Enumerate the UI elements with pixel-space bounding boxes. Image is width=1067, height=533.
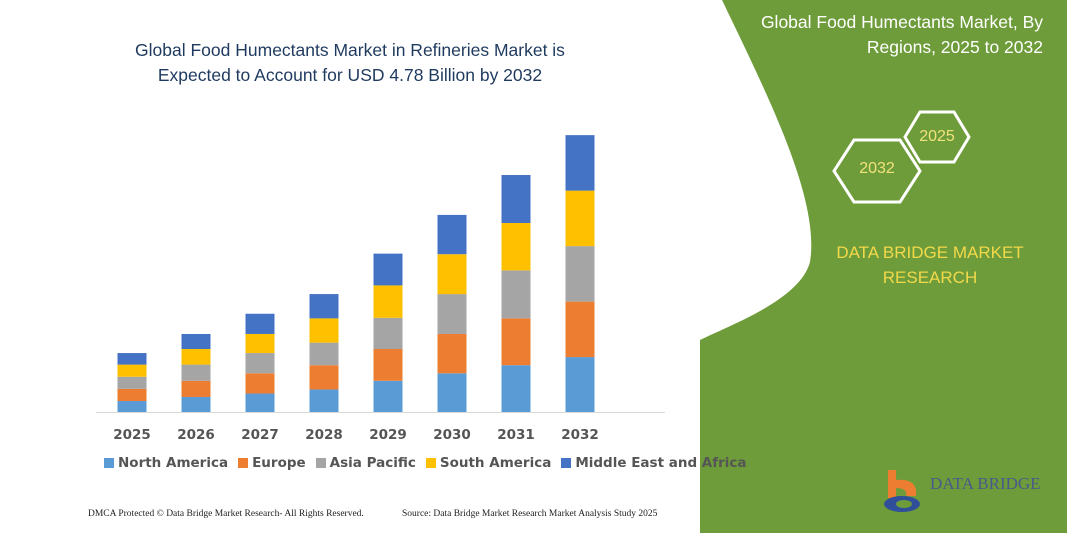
- legend-label: Middle East and Africa: [575, 455, 747, 471]
- legend-label: Asia Pacific: [329, 455, 416, 471]
- x-tick-label: 2029: [369, 427, 407, 443]
- bar-segment-middle-east-and-africa-2027: [245, 313, 275, 334]
- x-tick-label: 2027: [241, 427, 279, 443]
- panel-title: Global Food Humectants Market, By Region…: [760, 12, 1043, 57]
- bar-segment-south-america-2026: [181, 348, 211, 365]
- bar-segment-europe-2031: [501, 318, 531, 366]
- bar-segment-europe-2027: [245, 373, 275, 394]
- bar-segment-south-america-2028: [309, 318, 339, 343]
- x-tick-label: 2026: [177, 427, 215, 443]
- bar-segment-asia-pacific-2026: [181, 364, 211, 381]
- bar-segment-europe-2028: [309, 365, 339, 390]
- footer-copyright: DMCA Protected © Data Bridge Market Rese…: [88, 509, 364, 519]
- bar-segment-middle-east-and-africa-2030: [437, 214, 467, 255]
- bar-segment-europe-2029: [373, 348, 403, 381]
- legend: North America Europe Asia Pacific South …: [104, 455, 747, 471]
- bar-segment-south-america-2030: [437, 254, 467, 295]
- x-tick-label: 2030: [433, 427, 471, 443]
- bar-segment-south-america-2032: [565, 190, 595, 247]
- bar-segment-middle-east-and-africa-2029: [373, 253, 403, 286]
- bar-segment-north-america-2030: [437, 373, 467, 412]
- bar-segment-south-america-2025: [117, 364, 147, 377]
- x-tick-label: 2032: [561, 427, 599, 443]
- bar-segment-north-america-2025: [117, 401, 147, 412]
- bar-segment-europe-2026: [181, 380, 211, 397]
- legend-label: South America: [439, 455, 552, 471]
- bar-segment-north-america-2031: [501, 365, 531, 412]
- legend-item: Middle East and Africa: [561, 455, 747, 471]
- hex-end-label: 2032: [859, 160, 895, 177]
- bar-segment-asia-pacific-2028: [309, 342, 339, 366]
- bar-segment-north-america-2029: [373, 380, 403, 412]
- legend-item: Asia Pacific: [315, 455, 416, 471]
- bar-segment-north-america-2027: [245, 393, 275, 412]
- legend-swatch: [238, 458, 249, 468]
- chart-title: Global Food Humectants Market in Refiner…: [135, 40, 565, 85]
- bar-segment-middle-east-and-africa-2031: [501, 175, 531, 223]
- brand-text: DATA BRIDGE MARKET RESEARCH: [836, 243, 1024, 287]
- bar-segment-asia-pacific-2027: [245, 353, 275, 374]
- legend-label: Europe: [252, 455, 306, 471]
- bar-segment-south-america-2027: [245, 333, 275, 354]
- bar-segment-north-america-2028: [309, 389, 339, 412]
- bar-segment-middle-east-and-africa-2025: [117, 353, 147, 365]
- bar-segment-north-america-2026: [181, 396, 211, 412]
- legend-item: North America: [104, 455, 228, 471]
- legend-swatch: [425, 458, 436, 468]
- data-bridge-logo-icon: [884, 470, 920, 512]
- green-panel: [700, 0, 1067, 533]
- bar-segment-middle-east-and-africa-2032: [565, 135, 595, 191]
- legend-item: Europe: [238, 455, 306, 471]
- bar-segment-asia-pacific-2029: [373, 317, 403, 349]
- bar-segment-europe-2032: [565, 301, 595, 358]
- hex-badge-start: 2025: [903, 110, 971, 164]
- bar-segment-europe-2025: [117, 388, 147, 402]
- bar-segment-middle-east-and-africa-2026: [181, 333, 211, 349]
- bar-segment-europe-2030: [437, 333, 467, 374]
- x-tick-label: 2028: [305, 427, 343, 443]
- bar-segment-asia-pacific-2032: [565, 246, 595, 302]
- x-tick-label: 2025: [113, 427, 151, 443]
- bar-segment-north-america-2032: [565, 357, 595, 412]
- hex-badge-end: 2032: [832, 138, 922, 204]
- bar-segment-south-america-2029: [373, 285, 403, 318]
- footer-source: Source: Data Bridge Market Research Mark…: [402, 509, 658, 519]
- x-tick-label: 2031: [497, 427, 535, 443]
- logo-text: DATA BRIDGE: [930, 474, 1041, 493]
- bar-segment-asia-pacific-2025: [117, 376, 147, 389]
- hex-start-label: 2025: [919, 128, 955, 145]
- chart: 2025 2026 2027 2028 2029 2030 2031 2032: [96, 135, 665, 443]
- legend-label: North America: [118, 455, 229, 471]
- legend-item: South America: [425, 455, 552, 471]
- legend-swatch: [315, 458, 326, 468]
- legend-swatch: [104, 458, 114, 468]
- bar-segment-asia-pacific-2031: [501, 270, 531, 319]
- bar-segment-south-america-2031: [501, 222, 531, 271]
- legend-swatch: [561, 458, 572, 468]
- bar-segment-middle-east-and-africa-2028: [309, 294, 339, 319]
- bar-segment-asia-pacific-2030: [437, 294, 467, 334]
